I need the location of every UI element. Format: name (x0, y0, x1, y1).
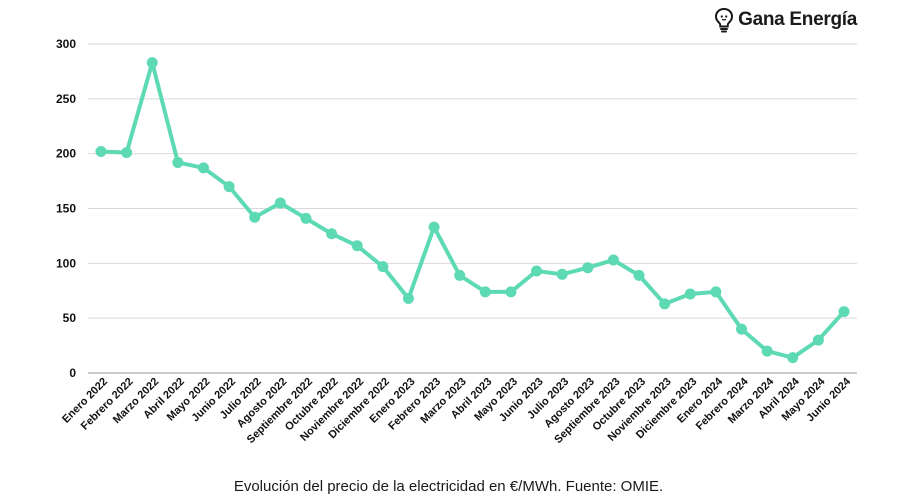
data-point (274, 197, 286, 209)
lightbulb-icon (715, 7, 734, 33)
grid-lines (88, 43, 857, 374)
brand-name: Gana Energía (738, 9, 857, 30)
data-point (351, 240, 363, 252)
data-point (633, 269, 645, 281)
data-point (838, 306, 850, 318)
data-point (197, 162, 209, 174)
y-tick-label: 150 (56, 202, 76, 216)
data-point (300, 212, 312, 224)
data-point (684, 288, 696, 300)
data-point (761, 345, 773, 357)
chart-caption: Evolución del precio de la electricidad … (233, 478, 664, 495)
series-line (99, 60, 846, 360)
data-point (582, 262, 594, 274)
data-point (454, 269, 466, 281)
y-tick-label: 300 (56, 37, 76, 51)
y-tick-label: 200 (56, 147, 76, 161)
data-point (377, 261, 389, 273)
data-point (95, 145, 107, 157)
data-point (531, 265, 543, 277)
data-point (223, 181, 235, 193)
data-point (710, 286, 722, 298)
y-tick-label: 50 (63, 311, 77, 325)
data-point (479, 286, 491, 298)
data-point (812, 334, 824, 346)
data-point (659, 298, 671, 310)
data-point (607, 254, 619, 266)
data-point (402, 292, 414, 304)
y-axis-ticks: 0 50 100 150 200 250 300 (56, 37, 76, 380)
data-point (249, 211, 261, 223)
data-point (428, 221, 440, 233)
y-tick-label: 0 (69, 366, 76, 380)
data-point (121, 147, 133, 159)
data-point (172, 156, 184, 168)
data-point (505, 286, 517, 298)
data-point (736, 323, 748, 335)
data-point (556, 268, 568, 280)
data-point (787, 352, 799, 364)
data-point (326, 228, 338, 240)
y-tick-label: 250 (56, 92, 76, 106)
series-group (95, 57, 850, 364)
y-tick-label: 100 (56, 256, 76, 270)
data-point (146, 57, 158, 69)
brand-logo: Gana Energía (714, 7, 857, 33)
